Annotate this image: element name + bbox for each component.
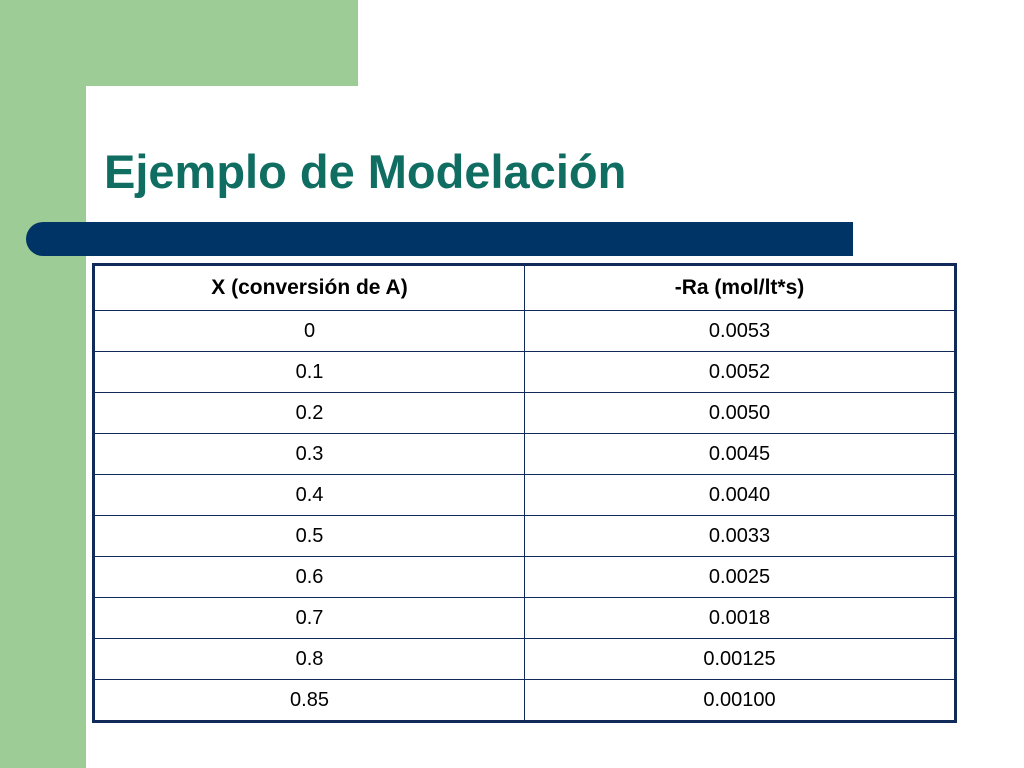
cell-rate: 0.0045	[524, 433, 956, 475]
left-green-bar	[0, 0, 86, 768]
table-row: 0.7 0.0018	[93, 597, 956, 639]
data-table: X (conversión de A) -Ra (mol/lt*s) 0 0.0…	[92, 263, 957, 723]
cell-conversion: 0.2	[93, 392, 525, 434]
table-row: 0.4 0.0040	[93, 474, 956, 516]
cell-rate: 0.0018	[524, 597, 956, 639]
top-green-block	[0, 0, 358, 86]
cell-conversion: 0.3	[93, 433, 525, 475]
table-row: 0.85 0.00100	[93, 679, 956, 722]
cell-rate: 0.0053	[524, 310, 956, 352]
slide-title: Ejemplo de Modelación	[104, 145, 627, 198]
table-row: 0.3 0.0045	[93, 433, 956, 475]
cell-rate: 0.0052	[524, 351, 956, 393]
table-row: 0 0.0053	[93, 310, 956, 352]
cell-conversion: 0.85	[93, 679, 525, 722]
cell-conversion: 0	[93, 310, 525, 352]
table-row: 0.8 0.00125	[93, 638, 956, 680]
cell-rate: 0.0040	[524, 474, 956, 516]
column-header-rate: -Ra (mol/lt*s)	[524, 264, 956, 311]
cell-conversion: 0.6	[93, 556, 525, 598]
decorative-curve	[86, 86, 146, 146]
table-row: 0.6 0.0025	[93, 556, 956, 598]
column-header-conversion: X (conversión de A)	[93, 264, 525, 311]
cell-rate: 0.0050	[524, 392, 956, 434]
cell-rate: 0.0025	[524, 556, 956, 598]
table-header-row: X (conversión de A) -Ra (mol/lt*s)	[93, 264, 956, 311]
cell-conversion: 0.1	[93, 351, 525, 393]
table-row: 0.1 0.0052	[93, 351, 956, 393]
cell-rate: 0.00125	[524, 638, 956, 680]
cell-rate: 0.00100	[524, 679, 956, 722]
cell-conversion: 0.5	[93, 515, 525, 557]
cell-conversion: 0.8	[93, 638, 525, 680]
cell-rate: 0.0033	[524, 515, 956, 557]
cell-conversion: 0.4	[93, 474, 525, 516]
cell-conversion: 0.7	[93, 597, 525, 639]
table-row: 0.2 0.0050	[93, 392, 956, 434]
table-row: 0.5 0.0033	[93, 515, 956, 557]
title-underline-bar	[26, 222, 853, 256]
